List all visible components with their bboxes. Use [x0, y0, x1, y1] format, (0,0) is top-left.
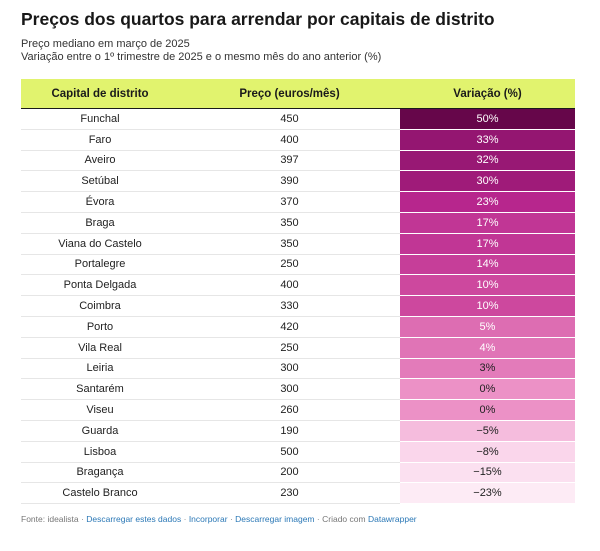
cell-city: Castelo Branco — [21, 482, 179, 505]
cell-variation: 10% — [400, 295, 575, 317]
cell-price: 350 — [179, 233, 400, 255]
table-row: Aveiro 397 32% — [21, 150, 575, 172]
cell-variation: 23% — [400, 191, 575, 213]
footer-separator: · — [229, 514, 233, 524]
table-row: Évora 370 23% — [21, 191, 575, 213]
download-data-link[interactable]: Descarregar estes dados — [86, 514, 182, 524]
cell-city: Bragança — [21, 462, 179, 484]
cell-city: Ponta Delgada — [21, 274, 179, 297]
cell-city: Lisboa — [21, 441, 179, 463]
cell-variation: 14% — [400, 254, 575, 276]
chart-description: Variação entre o 1º trimestre de 2025 e … — [21, 51, 382, 63]
table-row: Ponta Delgada 400 10% — [21, 274, 575, 297]
cell-price: 230 — [179, 482, 400, 505]
cell-city: Faro — [21, 129, 179, 151]
cell-variation: 33% — [400, 129, 575, 151]
chart-title: Preços dos quartos para arrendar por cap… — [21, 9, 495, 29]
cell-price: 350 — [179, 212, 400, 234]
table-row: Setúbal 390 30% — [21, 170, 575, 193]
table-header-row: Capital de distrito Preço (euros/mês) Va… — [21, 79, 575, 109]
table-body: Funchal 450 50% Faro 400 33% Aveiro 397 32% Setúb… — [21, 108, 575, 505]
cell-price: 450 — [179, 108, 400, 130]
table-row: Funchal 450 50% — [21, 108, 575, 130]
cell-variation: 50% — [400, 108, 575, 130]
data-table: Capital de distrito Preço (euros/mês) Va… — [21, 79, 575, 505]
cell-city: Aveiro — [21, 150, 179, 172]
table-row: Porto 420 5% — [21, 316, 575, 338]
cell-variation: 0% — [400, 378, 575, 401]
footer-separator: · — [183, 514, 187, 524]
cell-city: Évora — [21, 191, 179, 213]
cell-city: Coimbra — [21, 295, 179, 317]
datawrapper-link[interactable]: Datawrapper — [367, 514, 417, 524]
cell-price: 330 — [179, 295, 400, 317]
footer-separator: · — [316, 514, 320, 524]
cell-price: 250 — [179, 337, 400, 359]
chart-subtitle: Preço mediano em março de 2025 — [21, 38, 190, 50]
cell-price: 420 — [179, 316, 400, 338]
table-row: Viseu 260 0% — [21, 399, 575, 421]
cell-price: 500 — [179, 441, 400, 463]
table-row: Santarém 300 0% — [21, 378, 575, 401]
cell-city: Setúbal — [21, 170, 179, 193]
table-row: Coimbra 330 10% — [21, 295, 575, 317]
column-header-city[interactable]: Capital de distrito — [21, 79, 179, 109]
table-row: Portalegre 250 14% — [21, 254, 575, 276]
cell-city: Vila Real — [21, 337, 179, 359]
cell-city: Guarda — [21, 420, 179, 442]
embed-link[interactable]: Incorporar — [188, 514, 228, 524]
cell-city: Portalegre — [21, 254, 179, 276]
cell-variation: 17% — [400, 233, 575, 255]
cell-variation: −5% — [400, 420, 575, 442]
download-image-link[interactable]: Descarregar imagem — [235, 514, 315, 524]
cell-variation: 5% — [400, 316, 575, 338]
column-header-price[interactable]: Preço (euros/mês) — [179, 79, 400, 109]
table-row: Faro 400 33% — [21, 129, 575, 151]
table-row: Viana do Castelo 350 17% — [21, 233, 575, 255]
table-row: Lisboa 500 −8% — [21, 441, 575, 463]
cell-price: 400 — [179, 129, 400, 151]
column-header-variation[interactable]: Variação (%) — [400, 79, 575, 109]
cell-variation: 10% — [400, 274, 575, 297]
cell-price: 370 — [179, 191, 400, 213]
footer-separator: · — [81, 514, 84, 524]
cell-variation: 4% — [400, 337, 575, 359]
cell-variation: 30% — [400, 170, 575, 193]
cell-variation: 17% — [400, 212, 575, 234]
cell-price: 400 — [179, 274, 400, 297]
table-row: Guarda 190 −5% — [21, 420, 575, 442]
cell-variation: 3% — [400, 358, 575, 380]
table-row: Braga 350 17% — [21, 212, 575, 234]
cell-price: 190 — [179, 420, 400, 442]
made-with-text: Criado com — [322, 514, 366, 524]
footer: Fonte: idealista · Descarregar estes dad… — [21, 514, 417, 524]
table-row: Leiria 300 3% — [21, 358, 575, 380]
cell-city: Porto — [21, 316, 179, 338]
cell-city: Viana do Castelo — [21, 233, 179, 255]
cell-variation: −8% — [400, 441, 575, 463]
cell-variation: −23% — [400, 482, 575, 505]
cell-city: Braga — [21, 212, 179, 234]
cell-price: 250 — [179, 254, 400, 276]
cell-variation: −15% — [400, 462, 575, 484]
cell-price: 397 — [179, 150, 400, 172]
cell-city: Leiria — [21, 358, 179, 380]
cell-price: 260 — [179, 399, 400, 421]
cell-variation: 0% — [400, 399, 575, 421]
table-row: Castelo Branco 230 −23% — [21, 482, 575, 505]
cell-price: 300 — [179, 358, 400, 380]
table-row: Vila Real 250 4% — [21, 337, 575, 359]
table-row: Bragança 200 −15% — [21, 462, 575, 484]
cell-variation: 32% — [400, 150, 575, 172]
cell-city: Viseu — [21, 399, 179, 421]
source-text: Fonte: idealista — [21, 514, 79, 524]
cell-price: 390 — [179, 170, 400, 193]
cell-city: Funchal — [21, 108, 179, 130]
cell-price: 200 — [179, 462, 400, 484]
cell-city: Santarém — [21, 378, 179, 401]
cell-price: 300 — [179, 378, 400, 401]
